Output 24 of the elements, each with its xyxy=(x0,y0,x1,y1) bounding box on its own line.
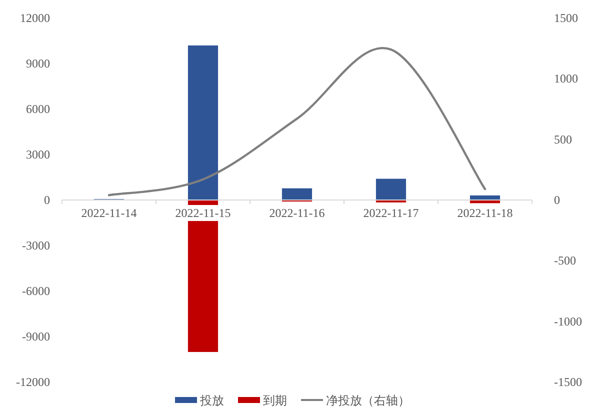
y-tick-label: -9000 xyxy=(22,330,50,344)
y-tick-label: 0 xyxy=(44,193,50,207)
y2-tick-label: 1500 xyxy=(554,11,578,25)
x-tick-label: 2022-11-17 xyxy=(363,206,419,220)
y2-tick-label: 500 xyxy=(554,132,572,146)
x-tick-label: 2022-11-18 xyxy=(457,206,513,220)
legend-label: 净投放（右轴） xyxy=(326,394,410,408)
y-tick-label: 9000 xyxy=(26,56,50,70)
y-tick-label: 6000 xyxy=(26,102,50,116)
legend-label: 投放 xyxy=(199,394,224,408)
x-tick-label: 2022-11-14 xyxy=(81,206,137,220)
y-tick-label: 12000 xyxy=(20,11,50,25)
y2-tick-label: -1000 xyxy=(554,314,582,328)
legend-label: 到期 xyxy=(263,394,287,408)
x-tick-label: 2022-11-16 xyxy=(269,206,325,220)
y-tick-label: -12000 xyxy=(16,375,50,389)
y2-tick-label: 1000 xyxy=(554,72,578,86)
y-tick-label: 3000 xyxy=(26,148,50,162)
y-tick-label: -3000 xyxy=(22,238,50,252)
x-tick-label: 2022-11-15 xyxy=(175,206,231,220)
y2-tick-label: -1500 xyxy=(554,375,582,389)
y2-tick-label: -500 xyxy=(554,254,576,268)
y-tick-label: -6000 xyxy=(22,284,50,298)
y2-tick-label: 0 xyxy=(554,193,560,207)
